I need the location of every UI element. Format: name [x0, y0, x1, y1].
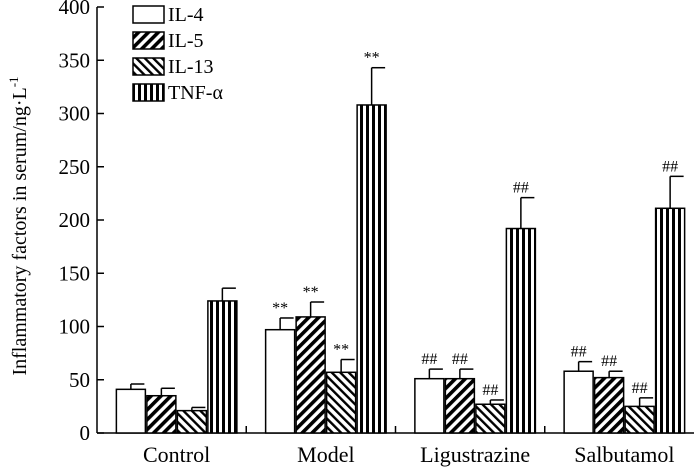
bar	[176, 409, 208, 434]
y-tick-label: 200	[59, 208, 91, 232]
bar	[654, 207, 686, 434]
bar	[563, 370, 594, 434]
bar	[475, 403, 506, 434]
significance-label: ##	[482, 382, 498, 399]
y-tick-label: 50	[69, 368, 90, 392]
x-category-label: Model	[297, 442, 354, 467]
y-tick-label: 250	[59, 155, 91, 179]
bar	[146, 394, 177, 434]
significance-label: ##	[662, 158, 678, 175]
bar	[505, 227, 537, 434]
y-tick-label: 100	[59, 315, 91, 339]
x-category-label: Control	[143, 442, 210, 467]
bar	[264, 328, 296, 434]
x-category-label: Salbutamol	[574, 442, 674, 467]
y-tick-label: 400	[59, 0, 91, 19]
bar	[207, 300, 238, 434]
legend-swatch	[132, 57, 165, 76]
y-axis: 0 50 100 150 200 250 300 350 400	[59, 0, 104, 445]
significance-label: **	[272, 300, 288, 317]
significance-label: ##	[513, 180, 529, 197]
significance-label: **	[303, 284, 319, 301]
significance-label: ##	[632, 380, 648, 397]
bars: ** ** ** ** ## ## ## ## ## ## ## ##	[115, 50, 686, 434]
x-category-label: Ligustrazine	[420, 442, 530, 467]
y-tick-label: 0	[80, 421, 91, 445]
bar	[356, 104, 387, 434]
legend-swatch	[132, 5, 165, 24]
y-axis-label: Inflammatory factors in serum/ng·L-1	[6, 76, 31, 375]
bar	[624, 405, 655, 434]
bar	[444, 377, 476, 434]
bar	[325, 371, 357, 434]
bar	[115, 388, 147, 434]
significance-label: ##	[601, 353, 617, 370]
bar	[593, 376, 625, 434]
bar	[295, 316, 326, 434]
legend-swatch	[132, 31, 165, 50]
y-tick-label: 150	[59, 261, 91, 285]
y-tick-label: 300	[59, 102, 91, 126]
y-tick-label: 350	[59, 48, 91, 72]
legend-label: IL-5	[168, 30, 204, 52]
legend-label: TNF-α	[168, 82, 223, 104]
legend: IL-4 IL-5 IL-13 TNF-α	[132, 4, 223, 104]
significance-label: ##	[452, 351, 468, 368]
legend-label: IL-4	[168, 4, 204, 26]
significance-label: **	[364, 50, 380, 67]
significance-label: ##	[421, 351, 437, 368]
significance-label: ##	[571, 344, 587, 361]
legend-label: IL-13	[168, 56, 214, 78]
significance-label: **	[333, 342, 349, 359]
legend-swatch	[132, 83, 165, 102]
bar	[414, 377, 445, 434]
